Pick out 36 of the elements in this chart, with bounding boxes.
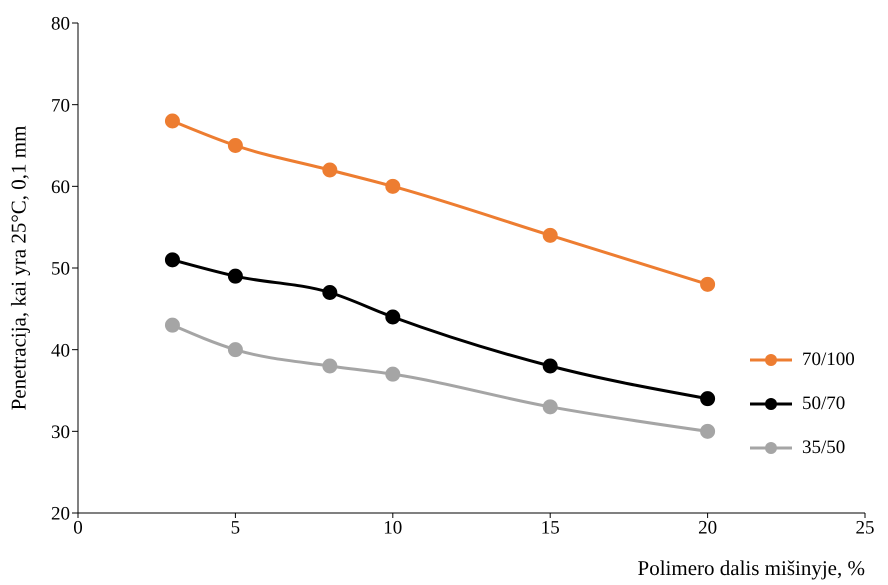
x-axis-title: Polimero dalis mišinyje, %: [638, 556, 865, 580]
y-tick-label: 60: [51, 177, 70, 198]
y-tick-label: 80: [51, 14, 70, 35]
point: [322, 358, 338, 374]
point: [385, 310, 400, 324]
x-tick-label: 20: [698, 517, 718, 538]
x-tick-label: 5: [230, 517, 240, 538]
point: [322, 162, 338, 178]
x-tick-label: 0: [73, 517, 83, 538]
point: [542, 399, 558, 414]
point: [228, 138, 243, 153]
y-axis-title: Penetracija, kai yra 25°C, 0,1 mm: [6, 126, 30, 410]
point: [228, 342, 243, 358]
y-tick-label: 30: [51, 422, 70, 444]
point: [542, 358, 558, 374]
legend-label: 35/50: [802, 437, 846, 459]
point: [164, 252, 180, 268]
point: [385, 366, 400, 382]
point: [700, 424, 716, 439]
y-tick-label: 70: [51, 95, 70, 116]
legend-label: 70/100: [802, 349, 855, 371]
point: [542, 228, 558, 243]
point: [700, 391, 716, 406]
point: [164, 114, 180, 128]
y-tick-label: 20: [51, 504, 70, 525]
x-tick-label: 15: [540, 517, 560, 538]
legend-label: 50/70: [802, 393, 846, 415]
point: [322, 285, 338, 300]
point: [700, 276, 716, 292]
y-tick-label: 50: [51, 258, 70, 280]
point: [385, 178, 400, 194]
x-tick-label: 10: [383, 517, 402, 538]
point: [228, 268, 243, 284]
point: [164, 318, 180, 333]
y-tick-label: 40: [51, 340, 70, 362]
x-tick-label: 25: [856, 517, 874, 538]
